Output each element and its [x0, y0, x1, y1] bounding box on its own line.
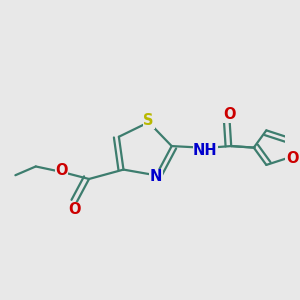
- Text: O: O: [69, 202, 81, 217]
- Text: O: O: [286, 151, 298, 166]
- Text: O: O: [55, 163, 68, 178]
- Text: O: O: [224, 107, 236, 122]
- Text: N: N: [150, 169, 162, 184]
- Text: NH: NH: [193, 143, 218, 158]
- Text: S: S: [143, 113, 154, 128]
